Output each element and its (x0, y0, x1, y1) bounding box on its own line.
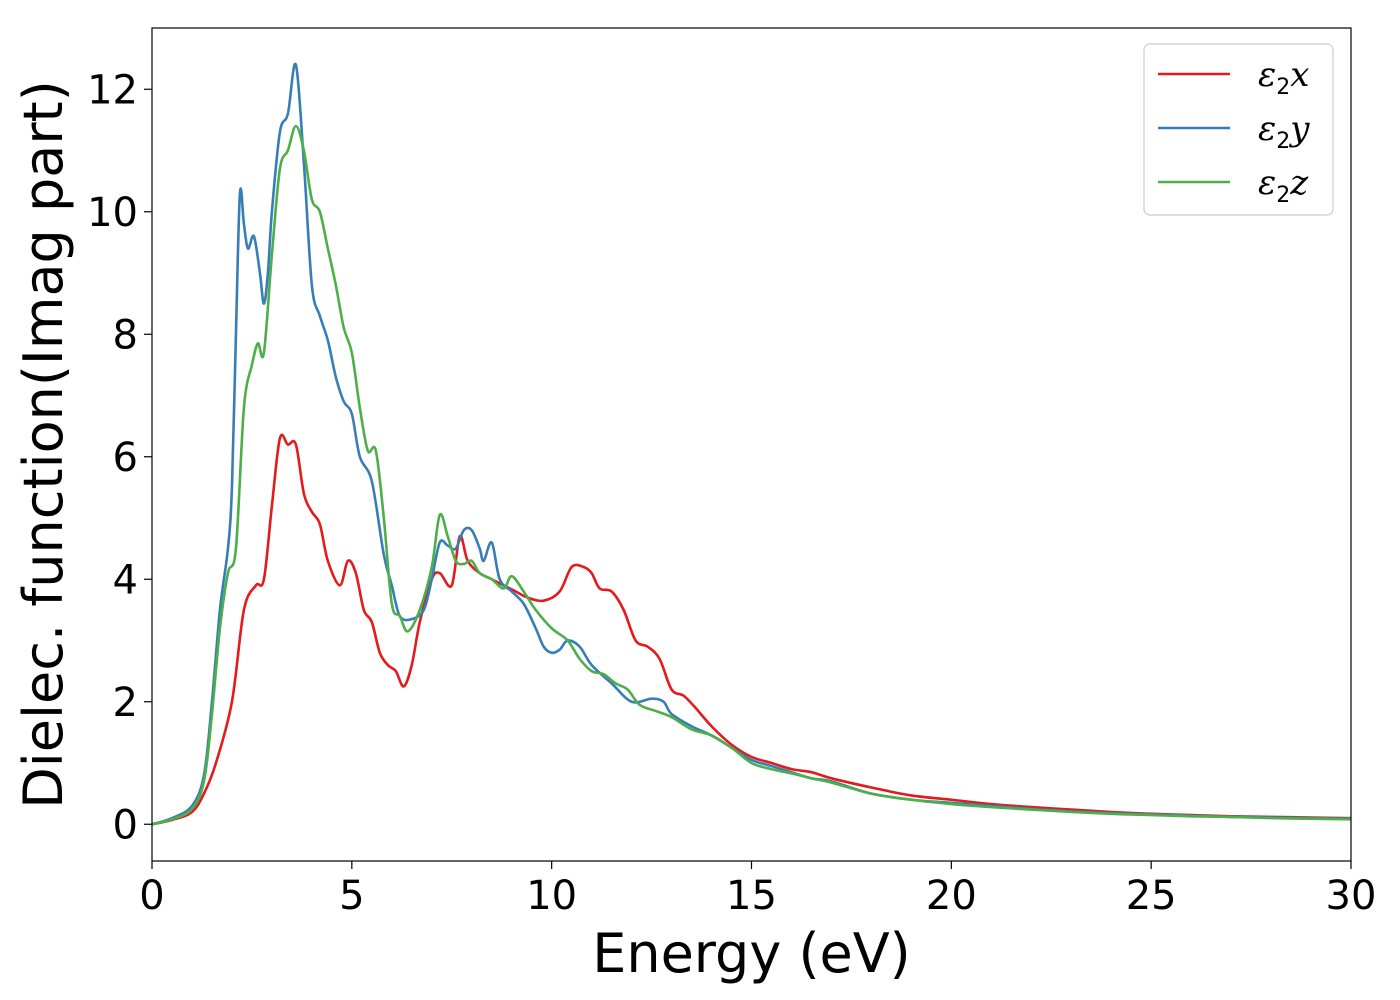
y-tick-label: 12 (87, 67, 138, 113)
x-tick-label: 25 (1126, 873, 1177, 919)
y-axis-title: Dielec. function(Imag part) (12, 80, 75, 809)
legend-label-eps2y: ε2y (1258, 109, 1310, 154)
x-tick-label: 15 (726, 873, 777, 919)
y-tick-label: 0 (113, 802, 138, 848)
x-tick-label: 10 (526, 873, 577, 919)
ticks-layer: 0 5 10 15 20 25 30 0 2 4 6 8 10 12 (87, 67, 1376, 919)
x-tick-label: 30 (1326, 873, 1377, 919)
y-tick-label: 4 (113, 557, 138, 603)
y-tick-label: 2 (113, 680, 138, 726)
x-tick-label: 5 (339, 873, 364, 919)
series-layer (152, 62, 1351, 826)
x-tick-label: 20 (926, 873, 977, 919)
series-line-eps2z (152, 124, 1351, 826)
x-tick-label: 0 (139, 873, 164, 919)
legend-box (1143, 43, 1334, 216)
series-line-eps2x (152, 433, 1351, 826)
y-tick-label: 6 (113, 435, 138, 481)
x-axis-title: Energy (eV) (592, 922, 911, 985)
legend-label-eps2x: ε2x (1258, 55, 1309, 100)
legend-label-eps2z: ε2z (1258, 163, 1309, 208)
y-tick-label: 8 (113, 312, 138, 358)
plot-frame (151, 27, 1352, 862)
legend: ε2x ε2y ε2z (1143, 43, 1334, 216)
y-tick-label: 10 (87, 190, 138, 236)
